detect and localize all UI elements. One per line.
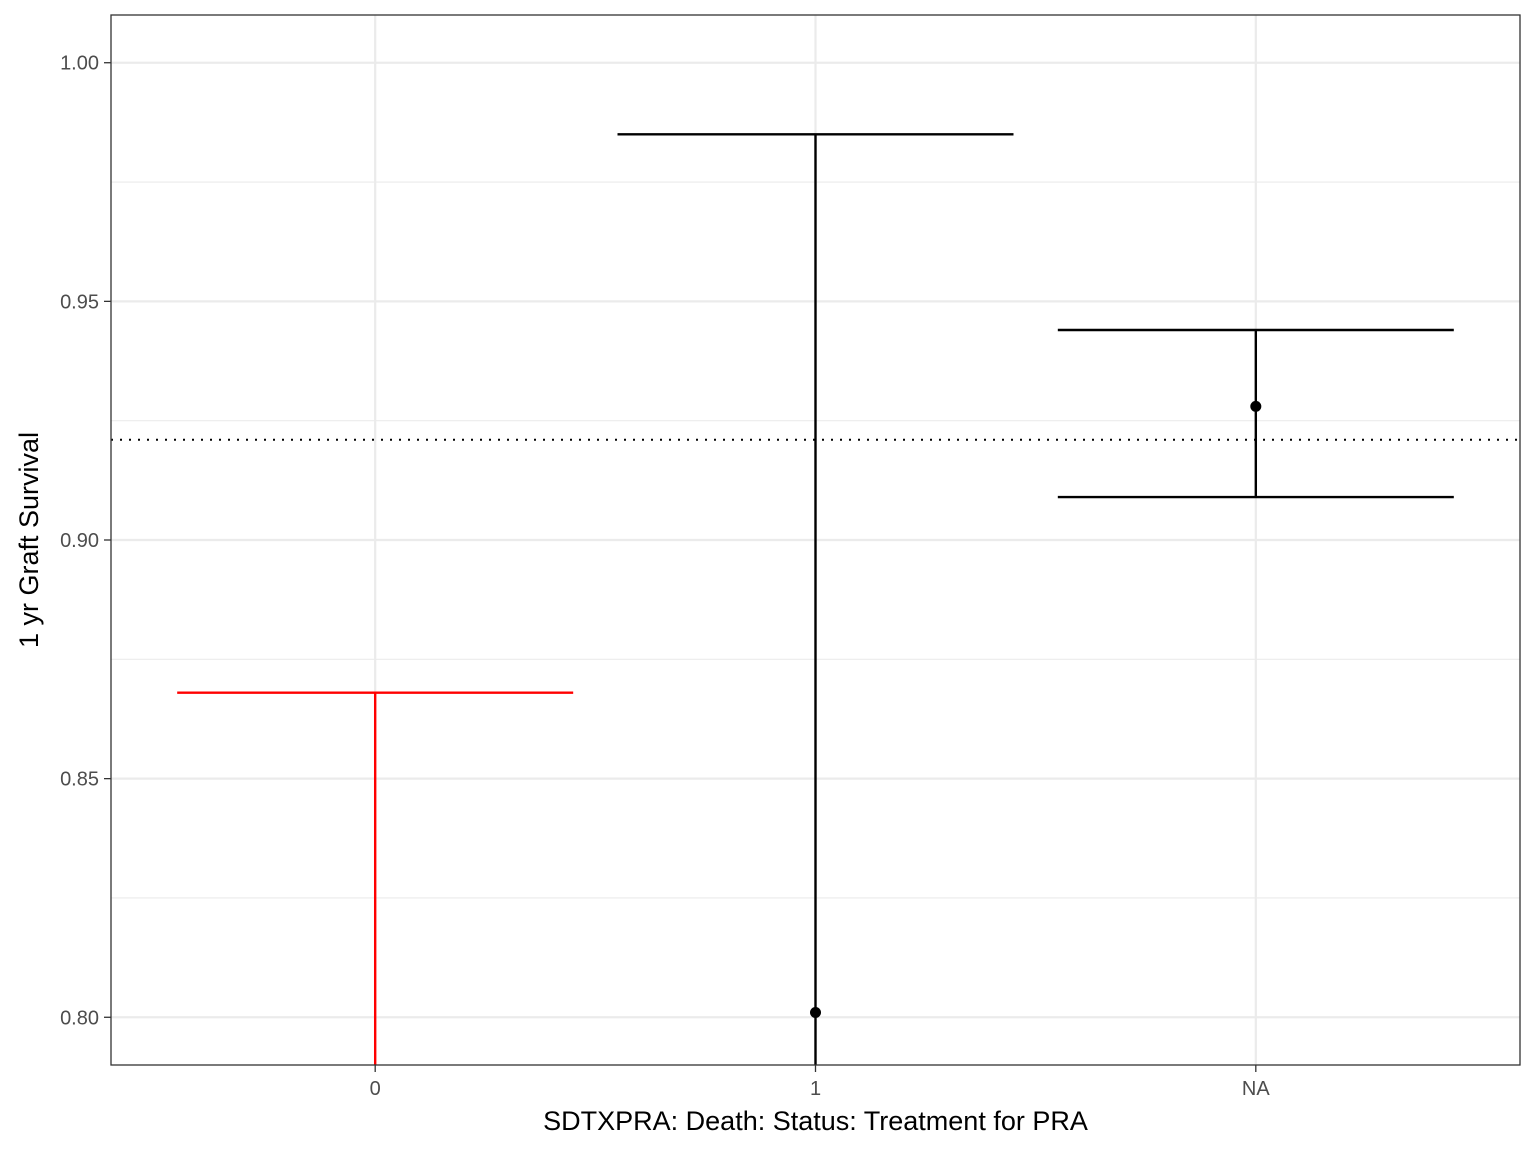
y-tick-label: 0.95 <box>60 291 99 313</box>
y-tick-label: 0.85 <box>60 769 99 791</box>
error-bars <box>177 133 1454 1065</box>
estimate-points <box>810 400 1262 1018</box>
y-tick-label: 1.00 <box>60 53 99 75</box>
x-tick-label: 0 <box>370 1078 381 1100</box>
y-tick-label: 0.90 <box>60 530 99 552</box>
estimate-point <box>810 1007 821 1018</box>
x-axis: 0 1 NA <box>370 1065 1270 1100</box>
y-tick-label: 0.80 <box>60 1007 99 1029</box>
x-tick-label: 1 <box>810 1078 821 1100</box>
y-axis-title: 1 yr Graft Survival <box>14 432 44 648</box>
y-axis: 0.80 0.85 0.90 0.95 1.00 <box>60 53 111 1029</box>
x-tick-label: NA <box>1242 1078 1270 1100</box>
estimate-point <box>1250 400 1262 412</box>
x-axis-title: SDTXPRA: Death: Status: Treatment for PR… <box>543 1106 1088 1136</box>
